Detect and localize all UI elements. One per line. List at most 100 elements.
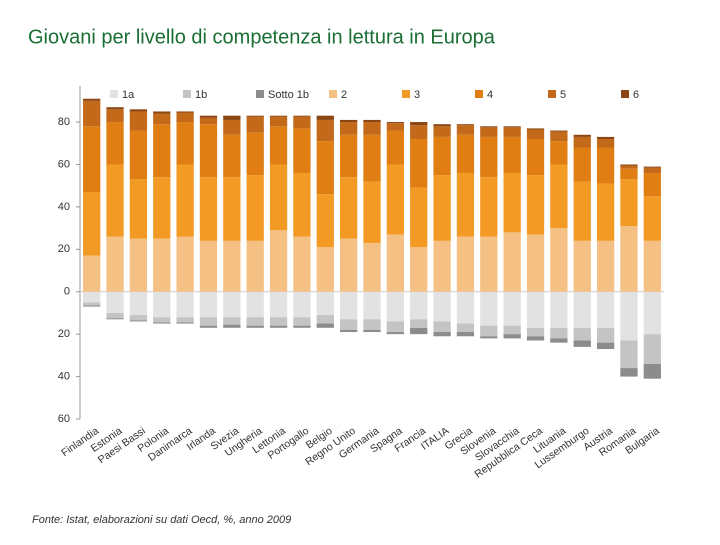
bar-segment [596,291,615,328]
bar-segment [153,111,171,114]
chart-title: Giovani per livello di competenza in let… [28,26,496,48]
bar-segment [269,164,288,231]
bar-segment [316,141,334,195]
bar-segment [596,136,615,140]
bar-segment [129,111,148,131]
bar-segment [550,327,568,339]
bar-segment [620,164,638,166]
bar-segment [339,134,358,178]
y-tick-label: 40 [58,370,70,382]
legend-swatch [548,90,556,98]
bar-segment [129,315,148,321]
bar-segment [643,334,661,364]
bar-segment [503,136,521,173]
bar-segment [153,238,171,292]
bar-segment [106,312,124,319]
bar-segment [176,122,194,165]
bar-segment [316,323,334,328]
legend-swatch [621,90,629,98]
bar-segment [503,232,521,292]
bar-segment [83,255,101,292]
y-tick-label: 40 [58,201,70,213]
bar-segment [410,327,428,335]
bar-segment [269,126,288,165]
bar-segment [643,172,661,197]
bar-segment [176,317,194,323]
bar-segment [363,181,381,243]
bar-segment [503,334,521,339]
bar-segment [550,131,568,142]
bar-segment [316,119,334,142]
bar-segment [480,127,498,137]
bar-segment [176,112,194,123]
bar-segment [433,124,451,127]
bar-segment [526,129,545,140]
bar-segment [153,291,171,318]
bar-segment [480,177,498,237]
bar-segment [363,242,381,292]
bar-segment [293,128,311,173]
y-tick-label: 60 [58,413,70,425]
bar-segment [456,172,475,237]
bar-segment [223,324,241,328]
bar-segment [106,236,124,292]
bar-segment [620,340,638,369]
bar-segment [129,320,148,322]
bar-segment [643,166,661,168]
bar-segment [293,325,311,328]
bar-segment [480,136,498,178]
bar-segment [643,167,661,173]
bar-segment [503,127,521,137]
bar-segment [269,230,288,292]
bar-segment [129,238,148,292]
bar-segment [246,291,264,318]
bar-segment [153,322,171,324]
bar-segment [293,317,311,326]
bar-segment [596,327,615,343]
legend-label: 5 [560,89,566,101]
bar-segment [550,141,568,165]
bar-segment [83,302,101,306]
bar-segment [620,368,638,377]
source-note: Fonte: Istat, elaborazioni su dati Oecd,… [32,514,291,526]
bar-segment [129,291,148,316]
bar-segment [106,318,124,320]
bar-segment [223,317,241,325]
bar-segment [106,291,124,313]
bar-segment [223,177,241,241]
bar-segment [596,240,615,292]
bar-segment [573,134,591,137]
bar-segment [456,332,475,337]
bar-segment [83,126,101,193]
bar-segment [176,322,194,324]
bar-segment [596,183,615,241]
legend-label: 2 [341,89,347,101]
bar-segment [410,125,428,140]
bar-segment [573,240,591,292]
bar-segment [480,236,498,292]
legend-swatch [329,90,337,98]
bar-segment [269,325,288,328]
bar-segment [269,116,288,127]
bar-segment [620,179,638,226]
bar-segment [199,325,218,328]
legend-label: 6 [633,89,639,101]
bar-segment [199,240,218,292]
bar-segment [246,240,264,292]
bar-segment [153,317,171,323]
bar-segment [129,109,148,112]
bar-segment [106,109,124,123]
bar-segment [339,319,358,330]
bar-segment [339,119,358,123]
bar-segment [83,291,101,303]
bar-segment [643,363,661,379]
bar-segment [433,291,451,322]
legend-label: 1b [195,89,207,101]
bar-segment [223,291,241,318]
bar-segment [433,175,451,241]
bar-segment [573,340,591,347]
bar-segment [176,111,194,113]
bar-segment [410,122,428,126]
bar-segment [433,321,451,333]
bar-segment [339,238,358,292]
